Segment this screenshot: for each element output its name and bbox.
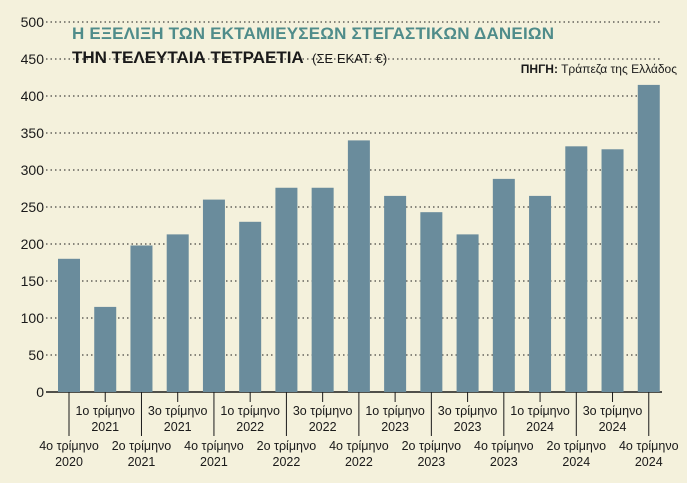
y-tick-label: 350 (21, 125, 45, 141)
bar (637, 84, 660, 393)
x-tick-year: 2022 (273, 455, 301, 469)
x-tick-label: 3ο τρίμηνο (293, 404, 353, 418)
x-tick-year: 2022 (309, 420, 337, 434)
y-tick-label: 200 (21, 236, 45, 252)
x-tick-label: 1ο τρίμηνο (75, 404, 135, 418)
x-tick-label: 4ο τρίμηνο (619, 439, 679, 453)
bar (492, 178, 515, 392)
x-tick-label: 1ο τρίμηνο (510, 404, 570, 418)
x-tick-year: 2023 (490, 455, 518, 469)
bar (239, 221, 262, 392)
x-tick-year: 2024 (635, 455, 663, 469)
bar (202, 199, 225, 392)
bar (94, 306, 117, 392)
x-tick-year: 2021 (200, 455, 228, 469)
bar (420, 212, 443, 392)
bar (275, 187, 298, 392)
x-tick-year: 2021 (91, 420, 119, 434)
bar (601, 149, 624, 392)
bar (456, 234, 479, 392)
y-tick-label: 250 (21, 199, 45, 215)
x-tick-year: 2024 (526, 420, 554, 434)
x-tick-year: 2023 (417, 455, 445, 469)
x-tick-label: 2ο τρίμηνο (257, 439, 317, 453)
x-tick-label: 3ο τρίμηνο (438, 404, 498, 418)
x-tick-label: 4ο τρίμηνο (474, 439, 534, 453)
x-tick-label: 3ο τρίμηνο (583, 404, 643, 418)
x-tick-label: 3ο τρίμηνο (148, 404, 208, 418)
y-tick-label: 100 (21, 310, 45, 326)
x-tick-year: 2020 (55, 455, 83, 469)
x-tick-year: 2021 (164, 420, 192, 434)
x-tick-year: 2024 (599, 420, 627, 434)
x-tick-year: 2023 (381, 420, 409, 434)
chart-title: Η ΕΞΕΛΙΞΗ ΤΩΝ ΕΚΤΑΜΙΕΥΣΕΩΝ ΣΤΕΓΑΣΤΙΚΩΝ Δ… (72, 24, 555, 43)
x-tick-label: 4ο τρίμηνο (329, 439, 389, 453)
x-tick-label: 2ο τρίμηνο (112, 439, 172, 453)
x-tick-label: 1ο τρίμηνο (220, 404, 280, 418)
x-tick-label: 2ο τρίμηνο (547, 439, 607, 453)
chart-subtitle: ΤΗΝ ΤΕΛΕΥΤΑΙΑ ΤΕΤΡΑΕΤΙΑ (72, 48, 304, 67)
x-tick-year: 2021 (128, 455, 156, 469)
x-tick-year: 2022 (236, 420, 264, 434)
x-tick-year: 2023 (454, 420, 482, 434)
x-tick-year: 2022 (345, 455, 373, 469)
x-tick-label: 4ο τρίμηνο (39, 439, 99, 453)
y-tick-label: 150 (21, 273, 45, 289)
y-tick-label: 0 (36, 384, 44, 400)
bar (347, 140, 370, 392)
x-tick-year: 2024 (562, 455, 590, 469)
x-tick-label: 1ο τρίμηνο (365, 404, 425, 418)
y-tick-label: 450 (21, 51, 45, 67)
y-tick-label: 50 (28, 347, 44, 363)
chart-subtitle-row: ΤΗΝ ΤΕΛΕΥΤΑΙΑ ΤΕΤΡΑΕΤΙΑ (ΣΕ ΕΚΑΤ. €) (72, 48, 387, 68)
y-tick-label: 400 (21, 88, 45, 104)
bar (311, 187, 334, 392)
x-tick-label: 4ο τρίμηνο (184, 439, 244, 453)
bar (166, 234, 189, 392)
source-label: ΠΗΓΗ: (520, 62, 558, 76)
bar (565, 146, 588, 392)
bar (529, 195, 552, 392)
chart-unit: (ΣΕ ΕΚΑΤ. €) (312, 51, 388, 66)
y-tick-label: 300 (21, 162, 45, 178)
chart-source: ΠΗΓΗ: Τράπεζα της Ελλάδος (521, 62, 677, 76)
bar (130, 245, 153, 392)
x-tick-label: 2ο τρίμηνο (402, 439, 462, 453)
source-text: Τράπεζα της Ελλάδος (561, 62, 677, 76)
y-tick-label: 500 (21, 14, 45, 30)
bar (384, 195, 407, 392)
bar (58, 258, 80, 392)
